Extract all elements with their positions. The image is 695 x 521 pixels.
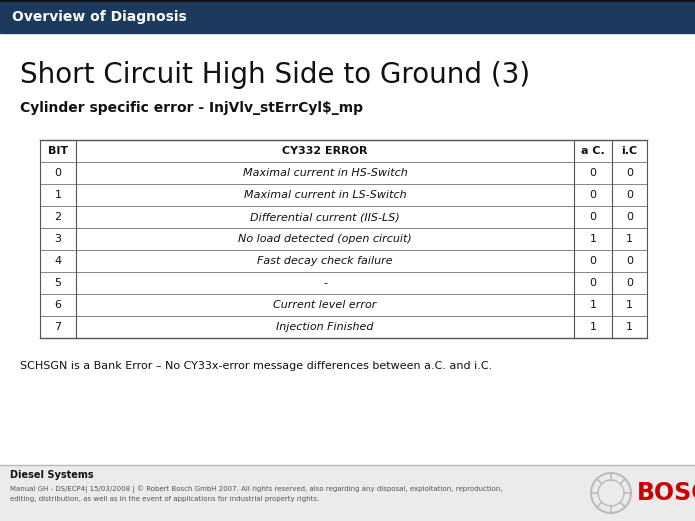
Text: 0: 0 xyxy=(589,168,596,178)
Text: 1: 1 xyxy=(589,322,596,332)
Text: 0: 0 xyxy=(589,256,596,266)
Text: No load detected (open circuit): No load detected (open circuit) xyxy=(238,234,412,244)
Text: -: - xyxy=(323,278,327,288)
Text: 7: 7 xyxy=(54,322,62,332)
Text: SCHSGN is a Bank Error – No CY33x-error message differences between a.C. and i.C: SCHSGN is a Bank Error – No CY33x-error … xyxy=(20,361,492,371)
Bar xyxy=(0,0,695,33)
Text: Diesel Systems: Diesel Systems xyxy=(10,470,94,480)
Bar xyxy=(0,465,695,521)
Text: Injection Finished: Injection Finished xyxy=(276,322,374,332)
Text: CY332 ERROR: CY332 ERROR xyxy=(282,146,368,156)
Text: Differential current (IIS-LS): Differential current (IIS-LS) xyxy=(250,212,400,222)
Text: 5: 5 xyxy=(54,278,61,288)
Text: Fast decay check failure: Fast decay check failure xyxy=(257,256,393,266)
Text: 0: 0 xyxy=(626,168,633,178)
Text: 4: 4 xyxy=(54,256,62,266)
Text: i.C: i.C xyxy=(621,146,637,156)
Text: Overview of Diagnosis: Overview of Diagnosis xyxy=(12,9,187,23)
Text: 0: 0 xyxy=(626,256,633,266)
Text: BOSCH: BOSCH xyxy=(637,481,695,505)
Text: 6: 6 xyxy=(54,300,61,310)
Text: editing, distribution, as well as in the event of applications for industrial pr: editing, distribution, as well as in the… xyxy=(10,496,319,502)
Text: 1: 1 xyxy=(589,234,596,244)
Text: BIT: BIT xyxy=(48,146,68,156)
Text: Short Circuit High Side to Ground (3): Short Circuit High Side to Ground (3) xyxy=(20,61,530,89)
Text: 1: 1 xyxy=(54,190,61,200)
Text: 0: 0 xyxy=(589,278,596,288)
Text: 0: 0 xyxy=(589,212,596,222)
Text: Maximal current in HS-Switch: Maximal current in HS-Switch xyxy=(243,168,407,178)
Text: Cylinder specific error - InjVlv_stErrCyl$_mp: Cylinder specific error - InjVlv_stErrCy… xyxy=(20,101,363,115)
Text: 1: 1 xyxy=(626,300,633,310)
Text: 3: 3 xyxy=(54,234,61,244)
Text: 0: 0 xyxy=(626,190,633,200)
Text: 0: 0 xyxy=(626,212,633,222)
Text: a C.: a C. xyxy=(581,146,605,156)
Text: 0: 0 xyxy=(589,190,596,200)
Bar xyxy=(40,140,647,338)
Text: Manual GH - DS/ECP4| 15/03/2008 | © Robert Bosch GmbH 2007. All rights reserved,: Manual GH - DS/ECP4| 15/03/2008 | © Robe… xyxy=(10,485,502,493)
Text: Current level error: Current level error xyxy=(273,300,377,310)
Text: Maximal current in LS-Switch: Maximal current in LS-Switch xyxy=(244,190,407,200)
Text: 1: 1 xyxy=(626,234,633,244)
Text: 1: 1 xyxy=(589,300,596,310)
Text: 0: 0 xyxy=(626,278,633,288)
Text: 1: 1 xyxy=(626,322,633,332)
Text: 2: 2 xyxy=(54,212,62,222)
Text: 0: 0 xyxy=(54,168,61,178)
